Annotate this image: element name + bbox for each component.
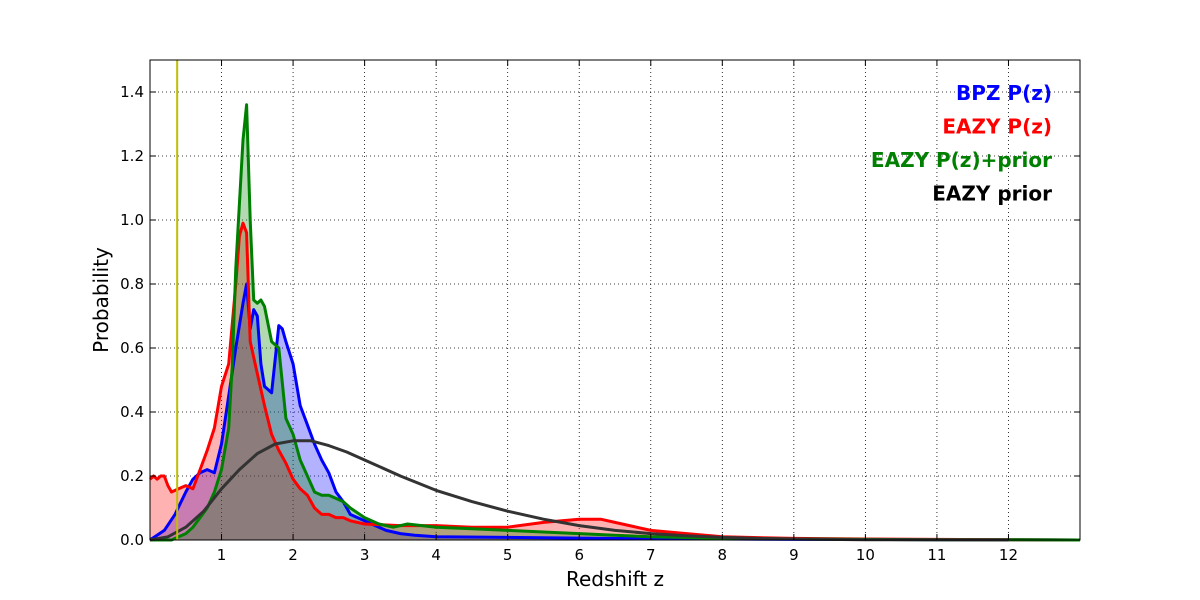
x-axis-label: Redshift z — [566, 567, 664, 591]
plot-frame — [149, 59, 1081, 541]
plot-background — [150, 60, 1080, 540]
x-tick-label: 12 — [999, 546, 1018, 564]
x-tick-label: 11 — [927, 546, 946, 564]
x-tick-label: 8 — [718, 546, 728, 564]
y-tick-label: 0.0 — [120, 531, 144, 549]
axis-ticks: 1 2 3 4 5 6 7 8 9 10 11 120.00.20.40.60.81.01.21.4 — [120, 60, 1080, 564]
y-axis-label: Probability — [89, 247, 113, 353]
x-tick-label: 2 — [288, 546, 298, 564]
y-tick-label: 1.2 — [120, 147, 144, 165]
grid-lines — [150, 60, 1080, 541]
x-tick-label: 1 — [217, 546, 227, 564]
legend-entry-eazy-p-z-prior: EAZY P(z)+prior — [871, 148, 1052, 172]
x-tick-label: 6 — [574, 546, 584, 564]
series-line-eazy-p-z-prior — [150, 103, 1081, 542]
series-line-eazy-p-z — [149, 221, 1081, 542]
x-tick-label: 5 — [503, 546, 513, 564]
x-tick-label: 3 — [360, 546, 370, 564]
x-tick-label: 4 — [431, 546, 441, 564]
series-fill-eazy-p-z — [150, 223, 1080, 540]
x-tick-label: 10 — [856, 546, 875, 564]
legend-entry-eazy-p-z: EAZY P(z) — [942, 115, 1052, 139]
y-tick-label: 0.6 — [120, 339, 144, 357]
y-tick-label: 1.4 — [120, 83, 144, 101]
legend: BPZ P(z) EAZY P(z) EAZY P(z)+prior EAZY pri… — [871, 81, 1052, 206]
series-lines — [149, 103, 1081, 542]
y-tick-label: 0.8 — [120, 275, 144, 293]
y-tick-label: 0.4 — [120, 403, 144, 421]
series-line-eazy-prior — [149, 439, 1009, 542]
x-tick-label: 9 — [789, 546, 799, 564]
series-line-bpz-p-z — [149, 282, 1081, 542]
y-tick-label: 0.2 — [120, 467, 144, 485]
x-tick-label: 7 — [646, 546, 656, 564]
legend-entry-bpz-p-z: BPZ P(z) — [956, 81, 1052, 105]
legend-entry-eazy-prior: EAZY prior — [932, 182, 1052, 206]
y-tick-label: 1.0 — [120, 211, 144, 229]
